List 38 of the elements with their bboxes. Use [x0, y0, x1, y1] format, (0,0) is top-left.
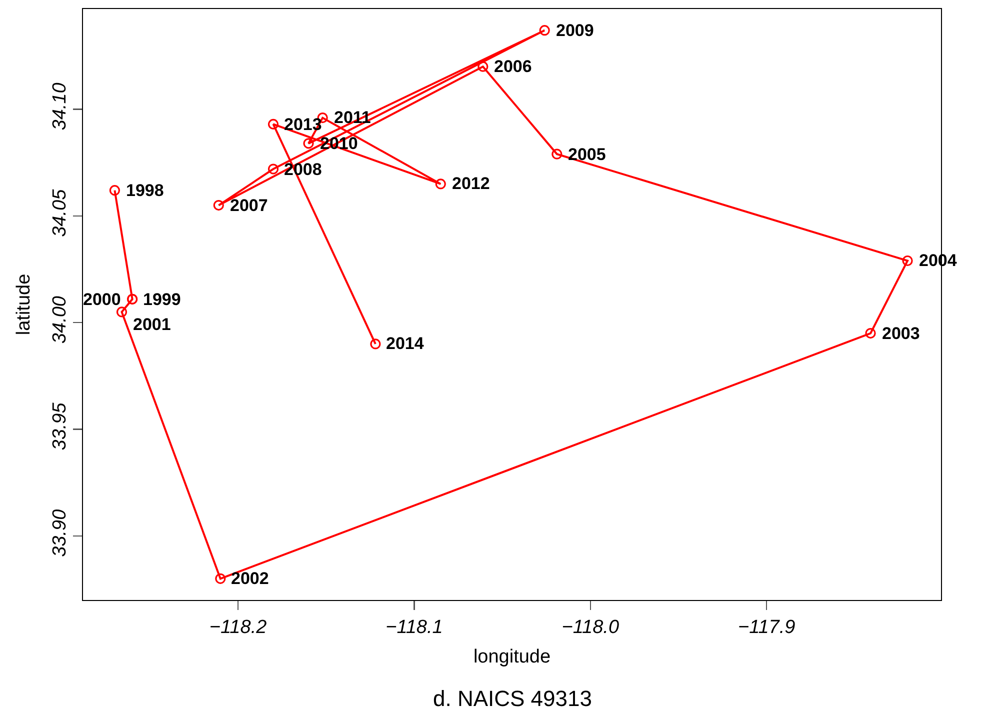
point [865, 328, 876, 339]
point [215, 573, 226, 584]
y-tick-label: 33.95 [49, 402, 70, 450]
annotation: 2006 [494, 57, 532, 76]
annotation: 2009 [556, 21, 594, 40]
x-tick-label: −118.2 [209, 616, 268, 638]
annotation: 2005 [568, 145, 606, 164]
point [902, 255, 913, 266]
point [109, 185, 120, 196]
annotation: 1998 [126, 181, 164, 200]
text: d. NAICS 49313 [433, 686, 592, 711]
x-tick-label: −117.9 [738, 616, 796, 638]
y-tick-label: 34.10 [49, 82, 70, 130]
point [213, 200, 224, 211]
point [552, 148, 562, 160]
annotation: 2003 [882, 324, 920, 343]
y-tick-label: 34.05 [49, 188, 70, 237]
point [303, 138, 314, 149]
annotation: 2000 [83, 290, 121, 309]
point [116, 306, 128, 318]
point [478, 61, 488, 72]
x-tick-label: −118.1 [386, 616, 443, 638]
annotation: 2012 [452, 174, 490, 193]
annotation: 2007 [230, 196, 268, 215]
point [268, 164, 279, 174]
y-tick-label: 33.90 [49, 508, 70, 557]
point [435, 178, 446, 190]
x-tick-label: −118.0 [562, 616, 620, 638]
annotation: 1999 [143, 290, 181, 309]
y-tick-label: 34.00 [49, 296, 70, 344]
point [370, 338, 381, 350]
annotation: 2002 [231, 569, 269, 588]
annotation: 2014 [386, 334, 424, 353]
annotation: 2001 [133, 315, 171, 334]
point [539, 25, 550, 36]
point [268, 118, 279, 130]
y-axis-title: latitude [13, 274, 34, 336]
x-axis-title: longitude [473, 646, 551, 668]
